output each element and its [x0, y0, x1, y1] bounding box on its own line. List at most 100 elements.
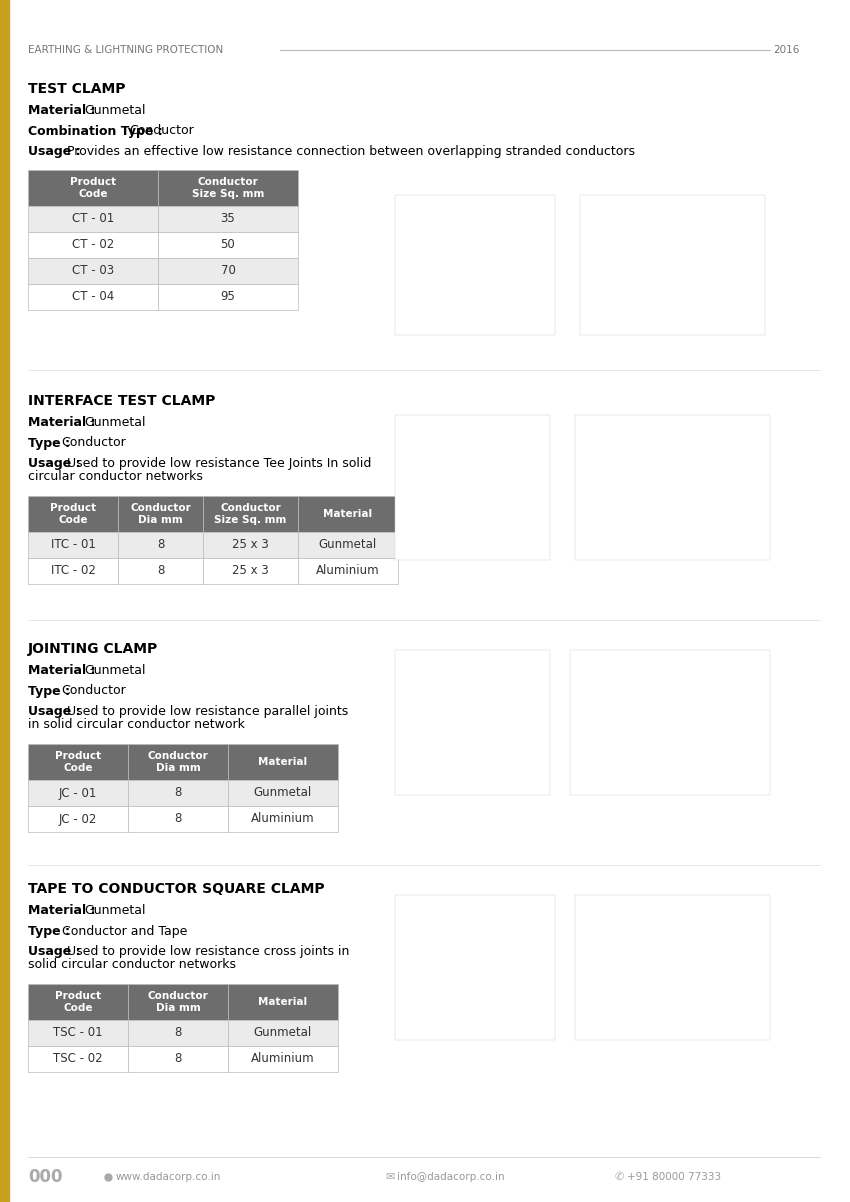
Text: Conductor: Conductor [61, 684, 127, 697]
Text: 8: 8 [174, 813, 182, 826]
Bar [28, 780, 128, 807]
Text: 25 x 3: 25 x 3 [232, 538, 269, 552]
Text: Type :: Type : [28, 684, 70, 697]
Bar [570, 650, 770, 795]
Text: TSC - 02: TSC - 02 [54, 1053, 103, 1065]
Text: JOINTING CLAMP: JOINTING CLAMP [28, 642, 158, 656]
Bar [158, 258, 298, 284]
Text: CT - 04: CT - 04 [72, 291, 114, 303]
Bar [575, 415, 770, 560]
Text: solid circular conductor networks: solid circular conductor networks [28, 958, 236, 970]
Bar [228, 1020, 338, 1046]
Text: Conductor
Dia mm: Conductor Dia mm [148, 751, 208, 773]
Bar [28, 1046, 128, 1072]
Bar [228, 780, 338, 807]
Text: Gunmetal: Gunmetal [84, 417, 145, 429]
Text: Provides an effective low resistance connection between overlapping stranded con: Provides an effective low resistance con… [67, 144, 635, 157]
Text: ✉: ✉ [385, 1172, 394, 1182]
Text: Product
Code: Product Code [55, 751, 101, 773]
Bar [158, 206, 298, 232]
Text: Gunmetal: Gunmetal [84, 904, 145, 917]
Text: Conductor
Dia mm: Conductor Dia mm [130, 502, 191, 525]
Bar [128, 807, 228, 832]
Text: Gunmetal: Gunmetal [254, 1027, 312, 1040]
Text: Material: Material [258, 996, 308, 1007]
Text: Product
Code: Product Code [50, 502, 96, 525]
Text: circular conductor networks: circular conductor networks [28, 470, 203, 482]
Text: JC - 01: JC - 01 [59, 786, 97, 799]
Bar [28, 496, 118, 532]
Bar [158, 284, 298, 310]
Bar [28, 984, 128, 1020]
Text: Aluminium: Aluminium [252, 1053, 314, 1065]
Text: 35: 35 [221, 213, 235, 226]
Bar [28, 558, 118, 584]
Text: 000: 000 [28, 1168, 63, 1186]
Text: ITC - 02: ITC - 02 [50, 565, 95, 577]
Text: Type :: Type : [28, 436, 70, 450]
Text: TEST CLAMP: TEST CLAMP [28, 82, 126, 96]
Text: Conductor
Size Sq. mm: Conductor Size Sq. mm [214, 502, 286, 525]
Text: Type :: Type : [28, 924, 70, 938]
Bar [128, 780, 228, 807]
Text: Material :: Material : [28, 417, 95, 429]
Text: Aluminium: Aluminium [316, 565, 380, 577]
Text: 2016: 2016 [774, 44, 800, 55]
Text: Material: Material [324, 508, 372, 519]
Text: Conductor
Dia mm: Conductor Dia mm [148, 990, 208, 1013]
Text: Product
Code: Product Code [70, 177, 116, 200]
Text: TAPE TO CONDUCTOR SQUARE CLAMP: TAPE TO CONDUCTOR SQUARE CLAMP [28, 882, 325, 895]
Bar [118, 558, 203, 584]
Text: Conductor: Conductor [129, 125, 194, 137]
Text: 25 x 3: 25 x 3 [232, 565, 269, 577]
Bar [28, 232, 158, 258]
Text: INTERFACE TEST CLAMP: INTERFACE TEST CLAMP [28, 394, 215, 407]
Bar [0, 0, 9, 1202]
Bar [203, 532, 298, 558]
Bar [203, 496, 298, 532]
Text: Used to provide low resistance Tee Joints In solid: Used to provide low resistance Tee Joint… [67, 457, 371, 470]
Bar [128, 1020, 228, 1046]
Bar [298, 496, 398, 532]
Bar [575, 895, 770, 1040]
Text: CT - 01: CT - 01 [72, 213, 114, 226]
Bar [28, 206, 158, 232]
Bar [298, 558, 398, 584]
Bar [580, 195, 765, 335]
Text: Gunmetal: Gunmetal [254, 786, 312, 799]
Bar [158, 169, 298, 206]
Text: Gunmetal: Gunmetal [319, 538, 377, 552]
Bar [128, 744, 228, 780]
Text: Used to provide low resistance cross joints in: Used to provide low resistance cross joi… [67, 945, 349, 958]
Text: 8: 8 [174, 1027, 182, 1040]
Text: Combination Type :: Combination Type : [28, 125, 162, 137]
Text: CT - 02: CT - 02 [72, 238, 114, 251]
Text: Usage :: Usage : [28, 457, 81, 470]
Text: Conductor
Size Sq. mm: Conductor Size Sq. mm [192, 177, 264, 200]
Text: TSC - 01: TSC - 01 [54, 1027, 103, 1040]
Text: 95: 95 [220, 291, 235, 303]
Text: Product
Code: Product Code [55, 990, 101, 1013]
Text: Material :: Material : [28, 904, 95, 917]
Text: Gunmetal: Gunmetal [84, 665, 145, 678]
Text: info@dadacorp.co.in: info@dadacorp.co.in [397, 1172, 505, 1182]
Bar [28, 807, 128, 832]
Text: Usage :: Usage : [28, 144, 81, 157]
Text: Material :: Material : [28, 665, 95, 678]
Text: Conductor: Conductor [61, 436, 127, 450]
Text: Aluminium: Aluminium [252, 813, 314, 826]
Text: EARTHING & LIGHTNING PROTECTION: EARTHING & LIGHTNING PROTECTION [28, 44, 224, 55]
Text: Conductor and Tape: Conductor and Tape [61, 924, 187, 938]
Text: 8: 8 [174, 1053, 182, 1065]
Text: ITC - 01: ITC - 01 [50, 538, 95, 552]
Bar [28, 532, 118, 558]
Bar [203, 558, 298, 584]
Bar [118, 496, 203, 532]
Text: Material: Material [258, 757, 308, 767]
Bar [228, 984, 338, 1020]
Bar [118, 532, 203, 558]
Bar [28, 258, 158, 284]
Bar [228, 1046, 338, 1072]
Bar [28, 284, 158, 310]
Bar [28, 744, 128, 780]
